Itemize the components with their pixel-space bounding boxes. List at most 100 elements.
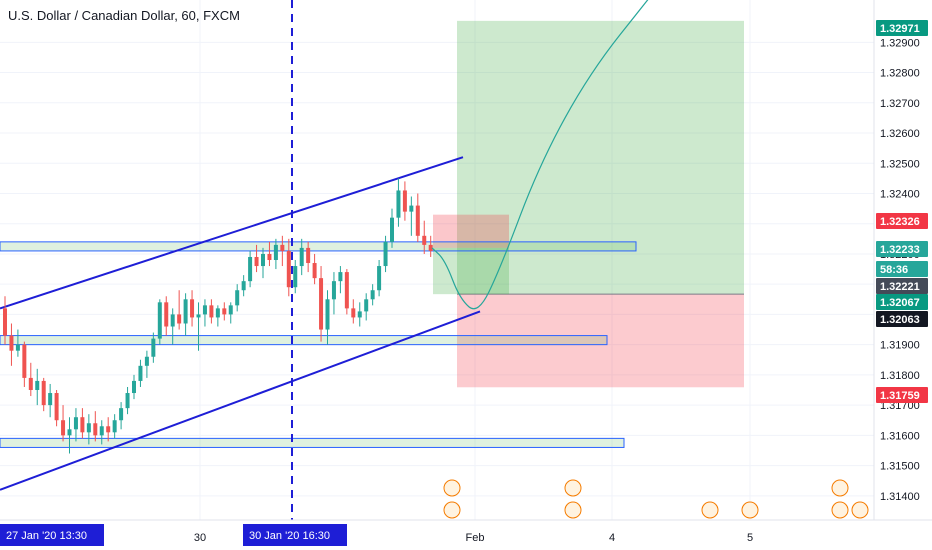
candle-body xyxy=(325,299,330,330)
candle-body xyxy=(331,281,336,300)
candle-body xyxy=(306,247,311,264)
candle-body xyxy=(422,235,427,245)
candles xyxy=(3,178,433,454)
candle xyxy=(112,414,117,439)
price-tick-label: 1.32400 xyxy=(880,188,920,200)
time-tick-label: 5 xyxy=(747,532,753,544)
candle xyxy=(35,368,40,406)
time-axis: 30 Feb 4 5 27 Jan '20 13:30 30 Jan '20 16:30 xyxy=(0,519,932,550)
price-tag xyxy=(876,278,928,294)
candle xyxy=(15,329,20,357)
candle-body xyxy=(241,281,246,291)
event-icons xyxy=(443,479,869,519)
price-tag xyxy=(876,213,928,229)
candle xyxy=(67,417,72,454)
support-zone xyxy=(0,437,625,448)
candle-body xyxy=(80,417,85,433)
candle-body xyxy=(390,217,394,242)
candle-body xyxy=(344,272,349,309)
event-flag-icon xyxy=(564,501,582,519)
candle xyxy=(54,390,59,427)
candle xyxy=(183,293,188,336)
candle xyxy=(228,302,233,324)
candle xyxy=(357,302,362,327)
candle xyxy=(241,275,246,297)
price-tick-label: 1.32800 xyxy=(880,68,920,80)
candle-body xyxy=(119,408,124,421)
mini-profit-zone xyxy=(433,247,509,295)
candle-body xyxy=(138,365,143,381)
candle xyxy=(125,386,130,415)
price-tag-label: 1.32233 xyxy=(880,244,920,256)
candle xyxy=(409,196,414,236)
time-highlight-label: 27 Jan '20 13:30 xyxy=(6,530,87,542)
candle xyxy=(119,402,124,430)
candle xyxy=(351,299,356,324)
channel-upper-line xyxy=(0,156,464,310)
candle-body xyxy=(202,305,207,315)
candle xyxy=(138,359,143,387)
candle-body xyxy=(190,299,195,318)
candle xyxy=(377,260,382,297)
time-tick-label: 30 xyxy=(194,532,206,544)
candle-body xyxy=(73,417,78,430)
candle xyxy=(209,299,214,324)
event-flag-icon xyxy=(741,501,759,519)
candle xyxy=(293,260,298,294)
price-tag xyxy=(876,294,928,310)
candle xyxy=(28,362,33,397)
candle-body xyxy=(357,311,362,318)
candle-body xyxy=(215,308,220,318)
candle xyxy=(61,405,66,442)
candle xyxy=(144,350,149,378)
candle-body xyxy=(3,308,7,336)
candle xyxy=(86,414,91,445)
candle xyxy=(80,408,85,439)
candle-body xyxy=(377,266,382,291)
candle xyxy=(3,296,7,345)
candle xyxy=(370,284,375,306)
candle xyxy=(164,296,169,336)
candle-body xyxy=(41,380,46,406)
event-flag-icon xyxy=(443,479,461,497)
candle-body xyxy=(157,302,162,339)
candle-body xyxy=(235,290,240,306)
candle-body xyxy=(222,308,227,315)
candle-body xyxy=(151,338,156,357)
price-tag xyxy=(876,387,928,403)
price-tag-label: 1.32326 xyxy=(880,216,920,228)
candle-body xyxy=(112,420,117,433)
candle-body xyxy=(286,250,291,288)
event-flag-icon xyxy=(851,501,869,519)
candle xyxy=(132,374,136,400)
candle xyxy=(261,247,265,279)
price-tag-label: 58:36 xyxy=(880,264,908,276)
price-tag xyxy=(876,20,928,36)
candle-body xyxy=(415,205,420,236)
price-tick-label: 1.31800 xyxy=(880,370,920,382)
candle-body xyxy=(170,314,175,327)
price-axis: 1.31400 1.31500 1.31600 1.31700 1.31800 1.319… xyxy=(873,0,932,550)
candle xyxy=(338,266,343,294)
candle xyxy=(299,238,304,276)
candle xyxy=(390,208,394,248)
profit-zone xyxy=(457,20,744,295)
price-tick-label: 1.31900 xyxy=(880,340,920,352)
projection-curve xyxy=(431,0,649,310)
price-tick-label: 1.32500 xyxy=(880,158,920,170)
candle xyxy=(41,377,46,412)
price-tag-label: 1.32221 xyxy=(880,281,920,293)
price-tag-label: 1.31759 xyxy=(880,390,920,402)
candle-body xyxy=(261,253,265,267)
candle xyxy=(9,323,14,366)
candle xyxy=(383,235,388,273)
candle xyxy=(73,408,78,442)
candle-body xyxy=(183,299,188,324)
price-tick-label: 1.32900 xyxy=(880,37,920,49)
candle-body xyxy=(383,241,388,267)
candle xyxy=(428,235,433,257)
candle-body xyxy=(93,423,98,436)
candle-body xyxy=(267,253,272,260)
candle xyxy=(402,181,407,221)
